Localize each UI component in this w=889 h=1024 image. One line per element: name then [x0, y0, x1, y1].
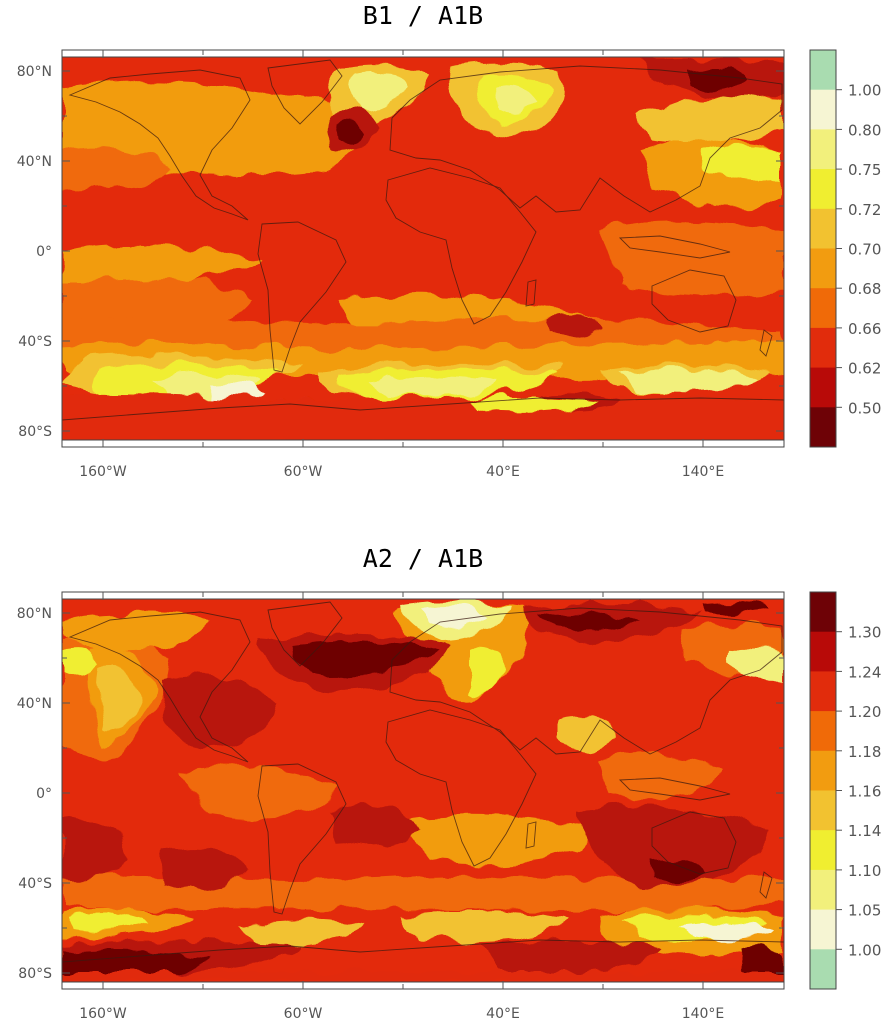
panel-top-colorbar: 1.00 0.80 0.75 0.72 0.70 0.68 0.66 0.62 0.50	[809, 49, 881, 448]
colorbar-segment	[810, 367, 836, 408]
colorbar-label: 0.70	[848, 241, 881, 259]
panel-bottom-outer-frame	[61, 591, 785, 990]
colorbar-segment	[810, 169, 836, 210]
colorbar-segment	[810, 830, 836, 871]
colorbar-segment	[810, 631, 836, 672]
colorbar-segment	[810, 50, 836, 91]
lon-tick-label: 140°E	[682, 464, 725, 480]
colorbar-label: 1.20	[848, 703, 881, 721]
colorbar-label: 1.10	[848, 862, 881, 880]
colorbar-label: 0.68	[848, 280, 881, 298]
panel-top-outer-frame	[61, 49, 785, 448]
panel-bottom-title: A2 / A1B	[363, 544, 483, 573]
colorbar-label: 0.50	[848, 399, 881, 417]
colorbar-segment	[810, 750, 836, 791]
panel-bottom-colorbar: 1.30 1.24 1.20 1.18 1.16 1.14 1.10 1.05 1.00	[809, 591, 881, 990]
lon-tick-label: 60°W	[284, 1006, 323, 1022]
lon-tick-label: 40°E	[486, 464, 520, 480]
colorbar-segment	[810, 129, 836, 170]
lat-tick-label: 80°N	[17, 606, 52, 622]
colorbar-segment	[810, 327, 836, 369]
lon-tick-label: 40°E	[486, 1006, 520, 1022]
colorbar-segment	[810, 790, 836, 831]
lat-tick-label: 0°	[36, 244, 52, 260]
colorbar-label: 1.30	[848, 624, 881, 642]
colorbar-label: 0.62	[848, 360, 881, 378]
colorbar-segment	[810, 949, 836, 990]
lat-tick-label: 40°S	[18, 876, 52, 892]
colorbar-segment	[810, 248, 836, 289]
colorbar-segment	[810, 909, 836, 950]
colorbar-label: 1.14	[848, 822, 881, 840]
lat-tick-label: 80°S	[18, 966, 52, 982]
panel-top: B1 / A1B	[17, 1, 882, 480]
colorbar-segment	[810, 592, 836, 633]
colorbar-segment	[810, 711, 836, 752]
lat-tick-label: 0°	[36, 786, 52, 802]
panel-top-axes: 80°N 40°N 0° 40°S 80°S 160°W 60°W 40°E 140°E	[17, 50, 784, 480]
panel-bottom-axes: 80°N 40°N 0° 40°S 80°S 160°W 60°W 40°E 140°E	[17, 592, 784, 1022]
colorbar-segment	[810, 288, 836, 329]
lat-tick-label: 40°S	[18, 334, 52, 350]
colorbar-segment	[810, 208, 836, 249]
colorbar-label: 1.24	[848, 663, 881, 681]
lon-tick-label: 160°W	[79, 464, 127, 480]
lat-tick-label: 80°N	[17, 64, 52, 80]
lat-tick-label: 80°S	[18, 424, 52, 440]
colorbar-label: 1.18	[848, 743, 881, 761]
colorbar-label: 0.80	[848, 121, 881, 139]
colorbar-segment	[810, 671, 836, 712]
lon-tick-label: 140°E	[682, 1006, 725, 1022]
colorbar-label: 1.00	[848, 82, 881, 100]
panel-bottom: A2 / A1B	[17, 544, 882, 1022]
lon-tick-label: 160°W	[79, 1006, 127, 1022]
lon-tick-label: 60°W	[284, 464, 323, 480]
colorbar-label: 1.00	[848, 941, 881, 959]
colorbar-label: 1.16	[848, 783, 881, 801]
colorbar-label: 1.05	[848, 902, 881, 920]
colorbar-label: 0.66	[848, 320, 881, 338]
colorbar-segment	[810, 869, 836, 911]
colorbar-label: 0.72	[848, 201, 881, 219]
panel-top-map	[62, 57, 784, 440]
panel-top-title: B1 / A1B	[363, 1, 483, 30]
lat-tick-label: 40°N	[17, 154, 52, 170]
lat-tick-label: 40°N	[17, 696, 52, 712]
panel-bottom-map	[62, 599, 784, 982]
colorbar-label: 0.75	[848, 161, 881, 179]
colorbar-segment	[810, 407, 836, 448]
colorbar-segment	[810, 89, 836, 130]
